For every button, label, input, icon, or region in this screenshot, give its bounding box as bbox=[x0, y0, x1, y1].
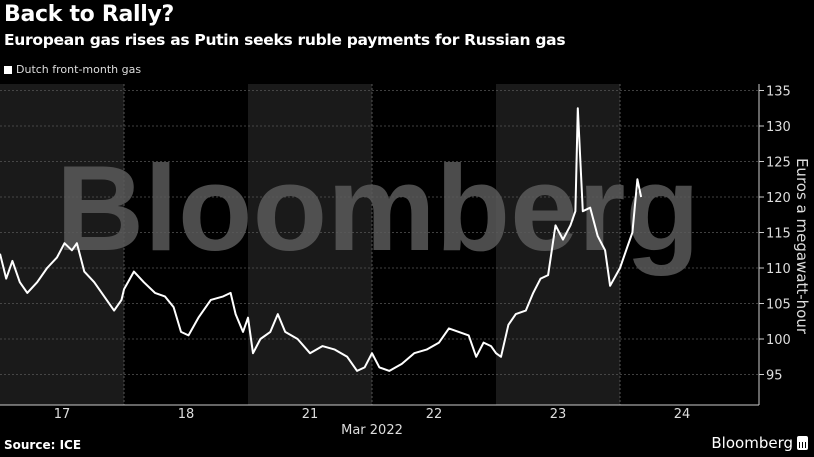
y-tick-label: 105 bbox=[766, 298, 791, 313]
legend-swatch bbox=[4, 65, 12, 74]
bloomberg-chart-icon bbox=[797, 436, 808, 450]
x-tick-label: 22 bbox=[426, 407, 443, 422]
y-axis-ticks: 95 100 105 110 115 120 125 130 135 bbox=[759, 85, 791, 384]
x-tick-label: 18 bbox=[178, 407, 195, 422]
chart-title: Back to Rally? bbox=[4, 2, 175, 27]
series-line bbox=[0, 107, 643, 372]
x-axis-ticks: 17 18 21 22 23 24 bbox=[54, 407, 691, 422]
shaded-band bbox=[496, 84, 620, 405]
shaded-band bbox=[248, 84, 372, 405]
x-axis-caption: Mar 2022 bbox=[341, 423, 403, 438]
y-tick-label: 100 bbox=[766, 333, 791, 348]
x-tick-label: 23 bbox=[550, 407, 567, 422]
brand-logo: Bloomberg bbox=[711, 434, 808, 452]
source-note: Source: ICE bbox=[4, 438, 82, 452]
watermark: Bloomberg bbox=[56, 140, 700, 276]
legend-label: Dutch front-month gas bbox=[16, 63, 142, 76]
y-axis-label: Euros a megawatt-hour bbox=[793, 158, 811, 335]
y-tick-label: 110 bbox=[766, 262, 791, 277]
x-tick-label: 17 bbox=[54, 407, 71, 422]
y-tick-label: 135 bbox=[766, 85, 791, 100]
shaded-day-bands bbox=[0, 84, 621, 405]
legend: Dutch front-month gas bbox=[4, 63, 141, 76]
y-tick-label: 115 bbox=[766, 227, 791, 242]
y-tick-label: 125 bbox=[766, 156, 791, 171]
y-tick-label: 130 bbox=[766, 120, 791, 135]
x-tick-label: 24 bbox=[674, 407, 691, 422]
x-tick-label: 21 bbox=[302, 407, 319, 422]
y-tick-label: 120 bbox=[766, 191, 791, 206]
shaded-band bbox=[0, 84, 124, 405]
y-tick-label: 95 bbox=[766, 369, 783, 384]
chart-subtitle: European gas rises as Putin seeks ruble … bbox=[4, 31, 566, 49]
brand-name: Bloomberg bbox=[711, 434, 793, 452]
